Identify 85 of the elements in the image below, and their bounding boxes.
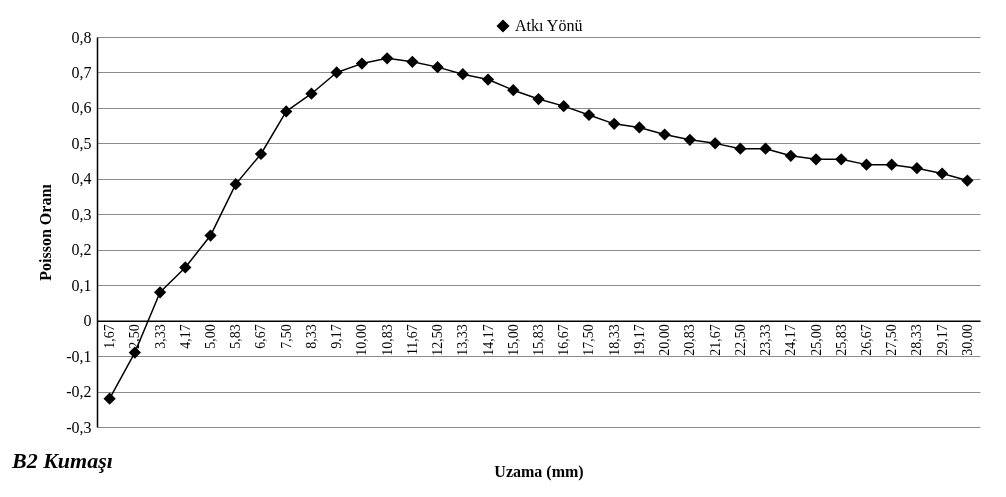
point — [582, 108, 596, 122]
x-tick-label: 13,33 — [455, 324, 471, 356]
point — [456, 68, 469, 81]
point — [406, 55, 419, 68]
point — [910, 162, 924, 175]
point — [557, 100, 570, 113]
x-tick-label: 5,83 — [228, 324, 244, 349]
point — [860, 158, 873, 171]
x-tick-label: 15,83 — [531, 324, 546, 356]
point — [734, 142, 747, 155]
legend-label: Atkı Yönü — [515, 17, 583, 34]
x-axis-title: Uzama (mm) — [494, 462, 584, 481]
point — [608, 117, 621, 130]
x-tick-label: 12,50 — [430, 324, 446, 356]
x-tick-label: 10,00 — [354, 324, 370, 356]
x-tick-label: 3,33 — [152, 324, 168, 349]
point — [355, 57, 369, 70]
x-tick-label: 20,00 — [657, 324, 673, 356]
x-tick-label: 10,83 — [379, 324, 395, 356]
y-tick-label: 0 — [83, 312, 92, 330]
point — [835, 153, 848, 166]
point — [431, 61, 444, 74]
y-tick-label: 0,4 — [71, 170, 92, 188]
x-tick-label: 9,17 — [329, 324, 345, 349]
y-tick-label: 0,3 — [71, 205, 92, 223]
x-tick-label: 21,67 — [707, 324, 723, 356]
point — [532, 92, 545, 106]
point — [103, 392, 116, 405]
point — [280, 105, 293, 118]
point — [809, 153, 823, 166]
point — [683, 133, 696, 146]
x-tick-label: 14,17 — [480, 324, 496, 356]
point — [229, 178, 242, 191]
point — [708, 137, 722, 150]
x-tick-label: 25,00 — [808, 324, 824, 356]
y-tick-label: 0,8 — [71, 28, 92, 46]
y-tick-label: -0,3 — [66, 418, 92, 436]
x-tick-label: 16,67 — [556, 324, 572, 356]
x-tick-label: 20,83 — [682, 324, 698, 356]
text: B2 Kumaşı — [11, 448, 113, 473]
y-tick-label: -0,1 — [66, 347, 92, 365]
point — [784, 149, 797, 162]
point — [153, 286, 167, 299]
y-tick-label: 0,6 — [71, 99, 92, 117]
point — [204, 229, 217, 242]
y-tick-label: -0,2 — [66, 383, 92, 401]
point — [759, 142, 772, 155]
x-tick-label: 5,00 — [203, 324, 219, 349]
x-tick-label: 24,17 — [783, 324, 799, 356]
y-tick-label: 0,2 — [71, 241, 92, 259]
y-tick-label: 0,1 — [71, 276, 92, 294]
point — [330, 66, 343, 79]
point — [381, 52, 394, 65]
y-tick-label: 0,7 — [71, 63, 92, 81]
x-tick-label: 18,33 — [606, 324, 622, 356]
x-tick-label: 22,50 — [732, 324, 748, 356]
x-tick-label: 2,50 — [127, 324, 143, 349]
x-tick-label: 19,17 — [631, 324, 647, 356]
x-tick-label: 17,50 — [581, 324, 597, 356]
x-tick-label: 6,67 — [253, 324, 269, 349]
x-tick-label: 26,67 — [858, 324, 874, 356]
y-axis-title: Poisson Oranı — [37, 183, 55, 281]
x-tick-label: 28,33 — [909, 324, 925, 356]
x-tick-label: 11,67 — [404, 324, 420, 356]
point — [658, 128, 671, 141]
x-tick-label: 27,50 — [884, 324, 900, 356]
x-tick-label: 4,17 — [177, 324, 193, 349]
x-tick-label: 7,50 — [278, 324, 294, 349]
point — [633, 121, 646, 134]
point — [481, 73, 495, 86]
x-tick-label: 30,00 — [959, 324, 975, 356]
point — [961, 174, 974, 187]
x-tick-label: 15,00 — [505, 324, 521, 356]
point — [507, 84, 520, 97]
point — [305, 87, 318, 100]
y-tick-label: 0,5 — [71, 134, 92, 152]
x-tick-label: 23,33 — [758, 324, 774, 356]
point — [179, 261, 192, 274]
x-tick-label: 8,33 — [303, 324, 319, 349]
point — [254, 147, 268, 161]
x-tick-label: 1,67 — [102, 324, 118, 349]
point — [885, 158, 898, 171]
point — [936, 167, 949, 180]
x-tick-label: 25,83 — [833, 324, 849, 356]
x-tick-label: 29,17 — [934, 324, 950, 356]
